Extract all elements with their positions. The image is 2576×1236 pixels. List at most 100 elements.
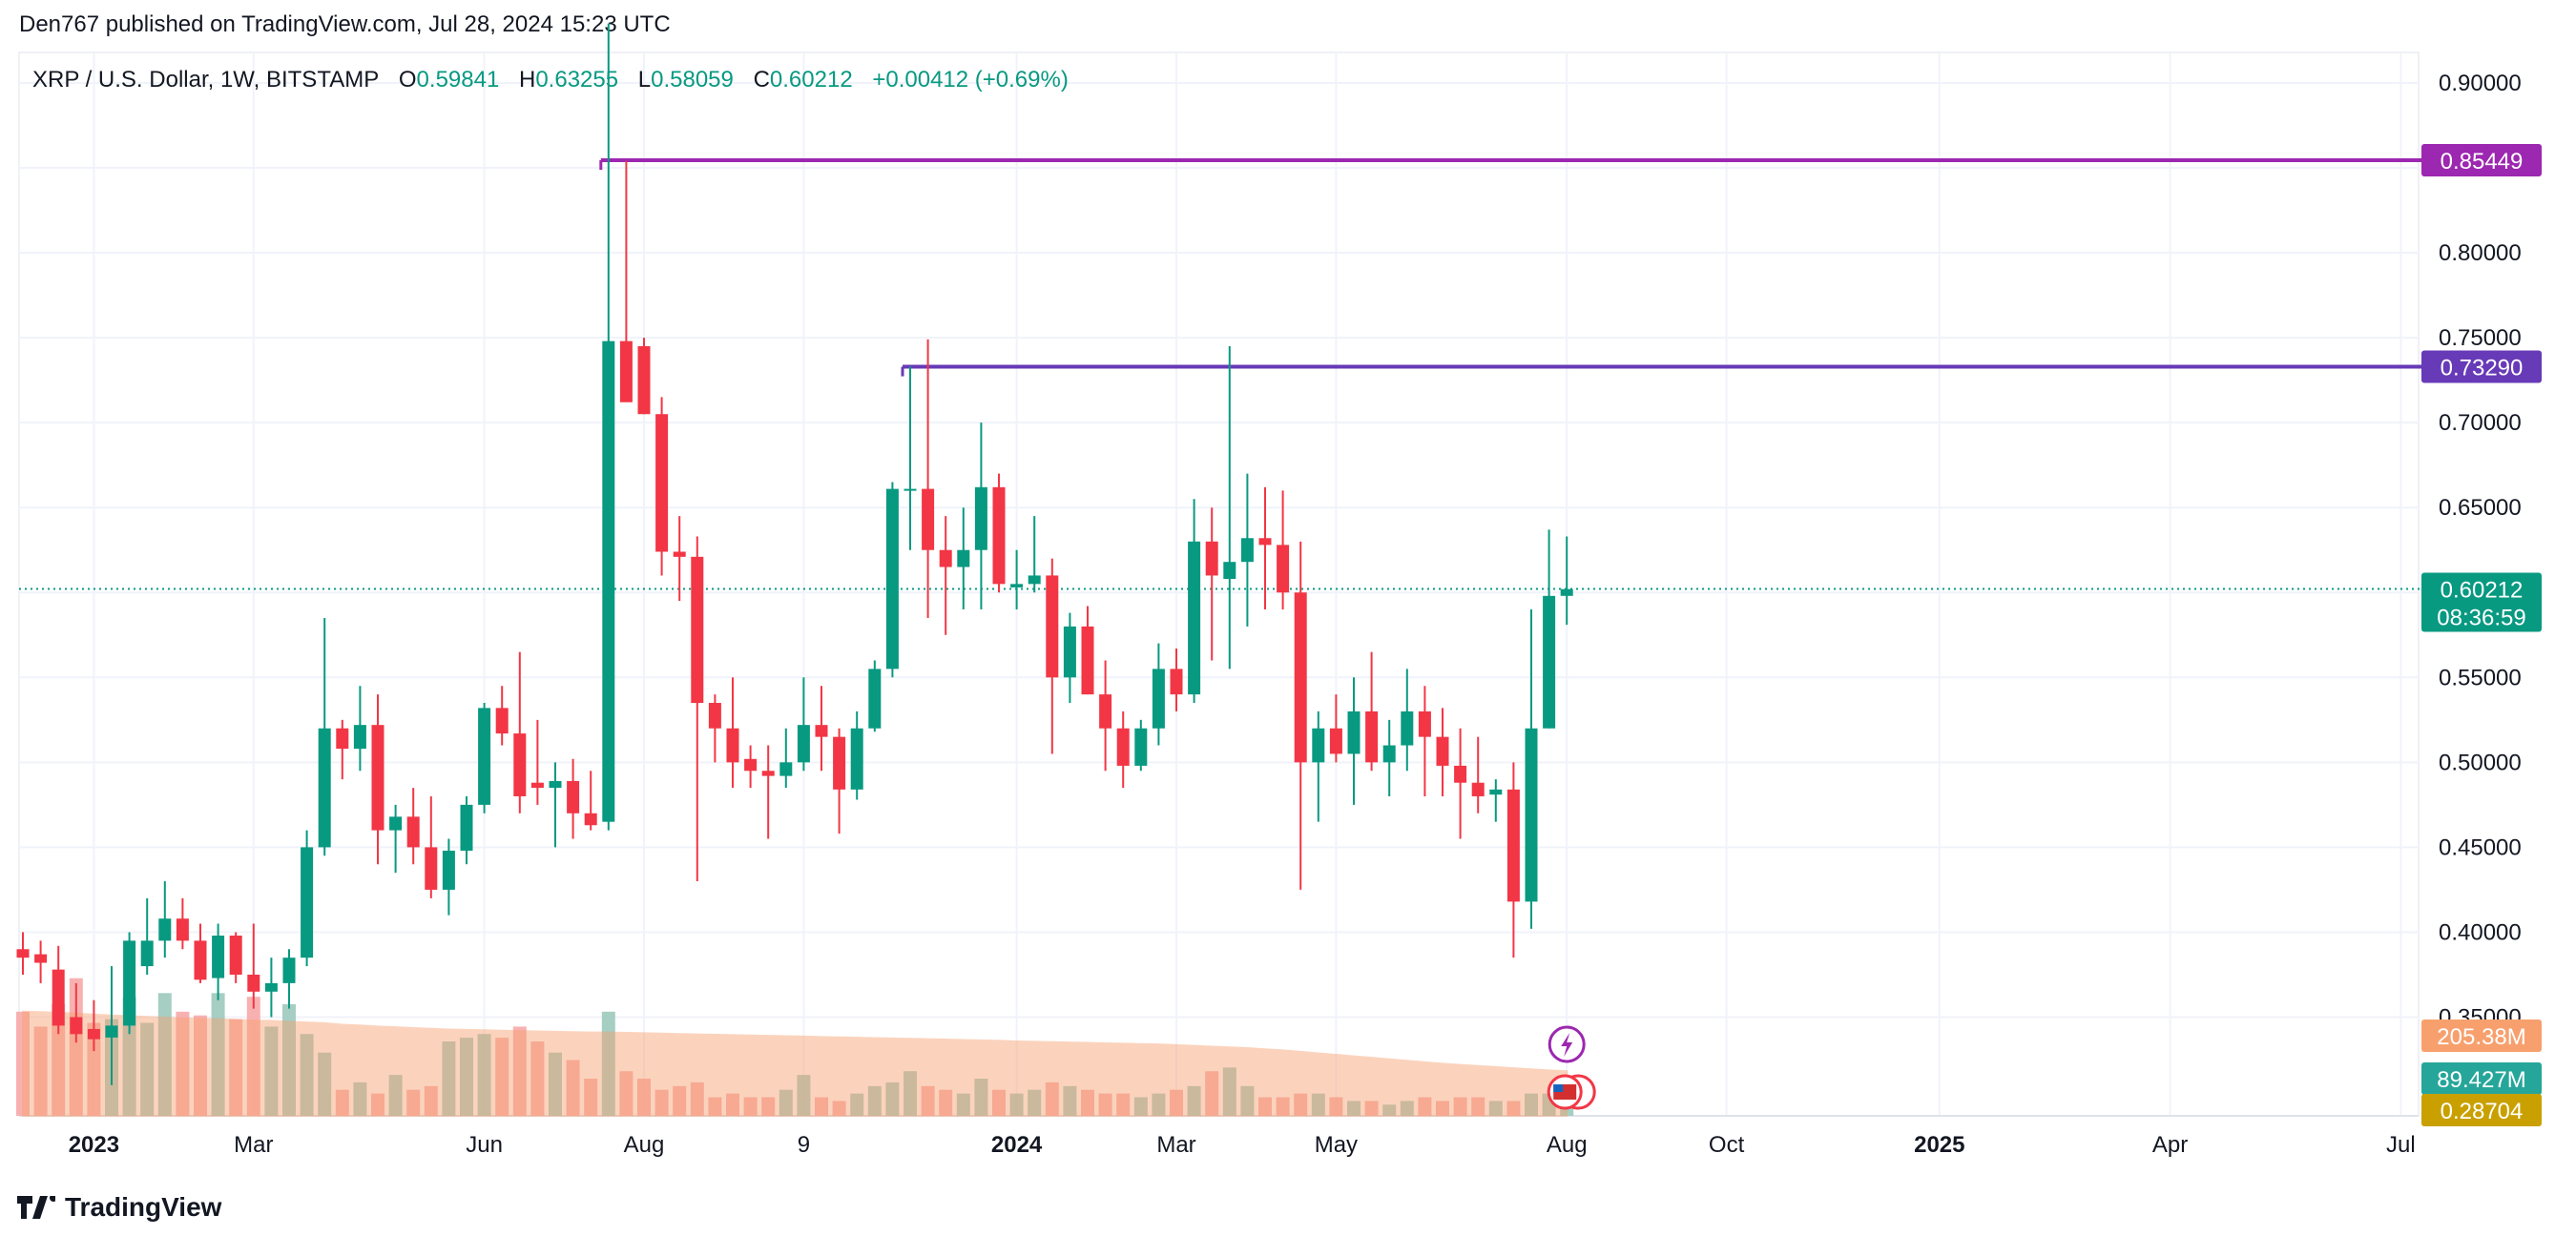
candle-down[interactable] xyxy=(726,728,739,763)
last-price-badge[interactable] xyxy=(2421,572,2542,632)
candle-up[interactable] xyxy=(1525,728,1538,902)
candle-down[interactable] xyxy=(371,725,384,831)
candle-down[interactable] xyxy=(194,940,207,980)
candle-up[interactable] xyxy=(1223,562,1236,580)
candle-down[interactable] xyxy=(406,816,420,848)
candle-down[interactable] xyxy=(1170,669,1183,695)
candle-down[interactable] xyxy=(708,703,721,729)
candle-up[interactable] xyxy=(123,940,136,1026)
tradingview-logo[interactable]: TradingView xyxy=(17,1192,221,1223)
candle-down[interactable] xyxy=(1418,711,1431,737)
candle-down[interactable] xyxy=(425,847,438,890)
candle-down[interactable] xyxy=(495,708,509,734)
candle-down[interactable] xyxy=(513,733,527,796)
candle-down[interactable] xyxy=(922,488,935,550)
volume-bar xyxy=(157,993,172,1116)
candle-down[interactable] xyxy=(619,340,633,402)
candle-down[interactable] xyxy=(1205,541,1218,576)
plot-area[interactable] xyxy=(18,52,2420,1117)
candle-up[interactable] xyxy=(1312,728,1325,763)
candle-up[interactable] xyxy=(602,340,615,822)
price-level-badge[interactable] xyxy=(2421,144,2542,177)
candle-up[interactable] xyxy=(105,1025,118,1038)
candle-up[interactable] xyxy=(442,850,455,890)
y-tick-label: 0.70000 xyxy=(2439,410,2522,436)
candle-up[interactable] xyxy=(301,847,314,958)
candle-up[interactable] xyxy=(389,816,403,831)
candle-up[interactable] xyxy=(1401,711,1414,746)
candle-down[interactable] xyxy=(673,551,686,557)
candle-down[interactable] xyxy=(1116,728,1130,766)
candle-down[interactable] xyxy=(1365,711,1379,763)
candle-down[interactable] xyxy=(336,728,349,750)
candle-up[interactable] xyxy=(850,728,863,790)
candle-up[interactable] xyxy=(1543,595,1556,729)
candle-up[interactable] xyxy=(904,488,917,491)
candle-up[interactable] xyxy=(478,708,491,805)
candle-down[interactable] xyxy=(584,813,597,826)
candle-down[interactable] xyxy=(34,954,48,963)
candle-down[interactable] xyxy=(87,1028,100,1040)
candle-up[interactable] xyxy=(974,486,987,550)
candle-up[interactable] xyxy=(460,804,473,851)
volume-bar xyxy=(1488,1101,1503,1116)
price-level-badge[interactable] xyxy=(2421,350,2542,383)
candle-down[interactable] xyxy=(1436,736,1449,766)
candle-down[interactable] xyxy=(655,414,669,552)
candle-up[interactable] xyxy=(282,958,296,983)
candle-down[interactable] xyxy=(637,346,651,415)
candle-up[interactable] xyxy=(868,669,882,729)
candle-down[interactable] xyxy=(52,969,65,1026)
candle-down[interactable] xyxy=(16,949,30,958)
candle-up[interactable] xyxy=(212,936,225,978)
candle-down[interactable] xyxy=(833,736,846,790)
candle-down[interactable] xyxy=(247,974,260,992)
candle-up[interactable] xyxy=(1489,789,1503,795)
lightning-glyph xyxy=(1561,1033,1573,1057)
candle-down[interactable] xyxy=(992,486,1006,585)
candle-down[interactable] xyxy=(1277,545,1290,593)
candle-up[interactable] xyxy=(957,549,970,567)
candle-down[interactable] xyxy=(70,1017,83,1035)
candle-up[interactable] xyxy=(1063,626,1076,678)
candle-up[interactable] xyxy=(1382,745,1396,763)
candle-down[interactable] xyxy=(1454,765,1467,783)
candle-up[interactable] xyxy=(885,488,899,670)
candle-up[interactable] xyxy=(1188,541,1201,695)
candle-up[interactable] xyxy=(318,728,331,848)
candle-down[interactable] xyxy=(176,918,189,941)
candle-up[interactable] xyxy=(1010,584,1024,587)
candle-down[interactable] xyxy=(815,725,828,737)
candle-up[interactable] xyxy=(1560,588,1573,596)
candle-up[interactable] xyxy=(1152,669,1165,729)
candle-up[interactable] xyxy=(1134,728,1148,766)
candle-down[interactable] xyxy=(1258,538,1272,546)
candle-down[interactable] xyxy=(761,771,775,776)
candle-down[interactable] xyxy=(229,936,242,975)
candle-down[interactable] xyxy=(1081,626,1094,695)
volume-bar xyxy=(477,1034,491,1116)
candle-down[interactable] xyxy=(939,549,952,567)
candle-down[interactable] xyxy=(1099,694,1112,729)
candle-up[interactable] xyxy=(158,918,172,941)
candle-up[interactable] xyxy=(140,940,154,967)
candle-up[interactable] xyxy=(264,982,278,992)
candle-up[interactable] xyxy=(549,780,562,789)
symbol-label[interactable]: XRP / U.S. Dollar, 1W, BITSTAMP xyxy=(32,67,380,93)
candle-up[interactable] xyxy=(797,725,810,763)
candle-down[interactable] xyxy=(567,780,580,814)
candle-down[interactable] xyxy=(1046,575,1059,678)
candle-down[interactable] xyxy=(1471,782,1485,796)
candle-down[interactable] xyxy=(691,556,704,704)
candle-down[interactable] xyxy=(1329,728,1342,754)
candle-up[interactable] xyxy=(353,725,366,750)
candle-down[interactable] xyxy=(1294,592,1307,763)
candle-down[interactable] xyxy=(1506,789,1520,902)
candle-down[interactable] xyxy=(744,758,758,772)
candle-up[interactable] xyxy=(1240,538,1254,563)
candle-up[interactable] xyxy=(779,762,793,776)
candle-down[interactable] xyxy=(530,782,544,789)
candle-up[interactable] xyxy=(1347,711,1361,754)
candle-up[interactable] xyxy=(1028,575,1041,585)
